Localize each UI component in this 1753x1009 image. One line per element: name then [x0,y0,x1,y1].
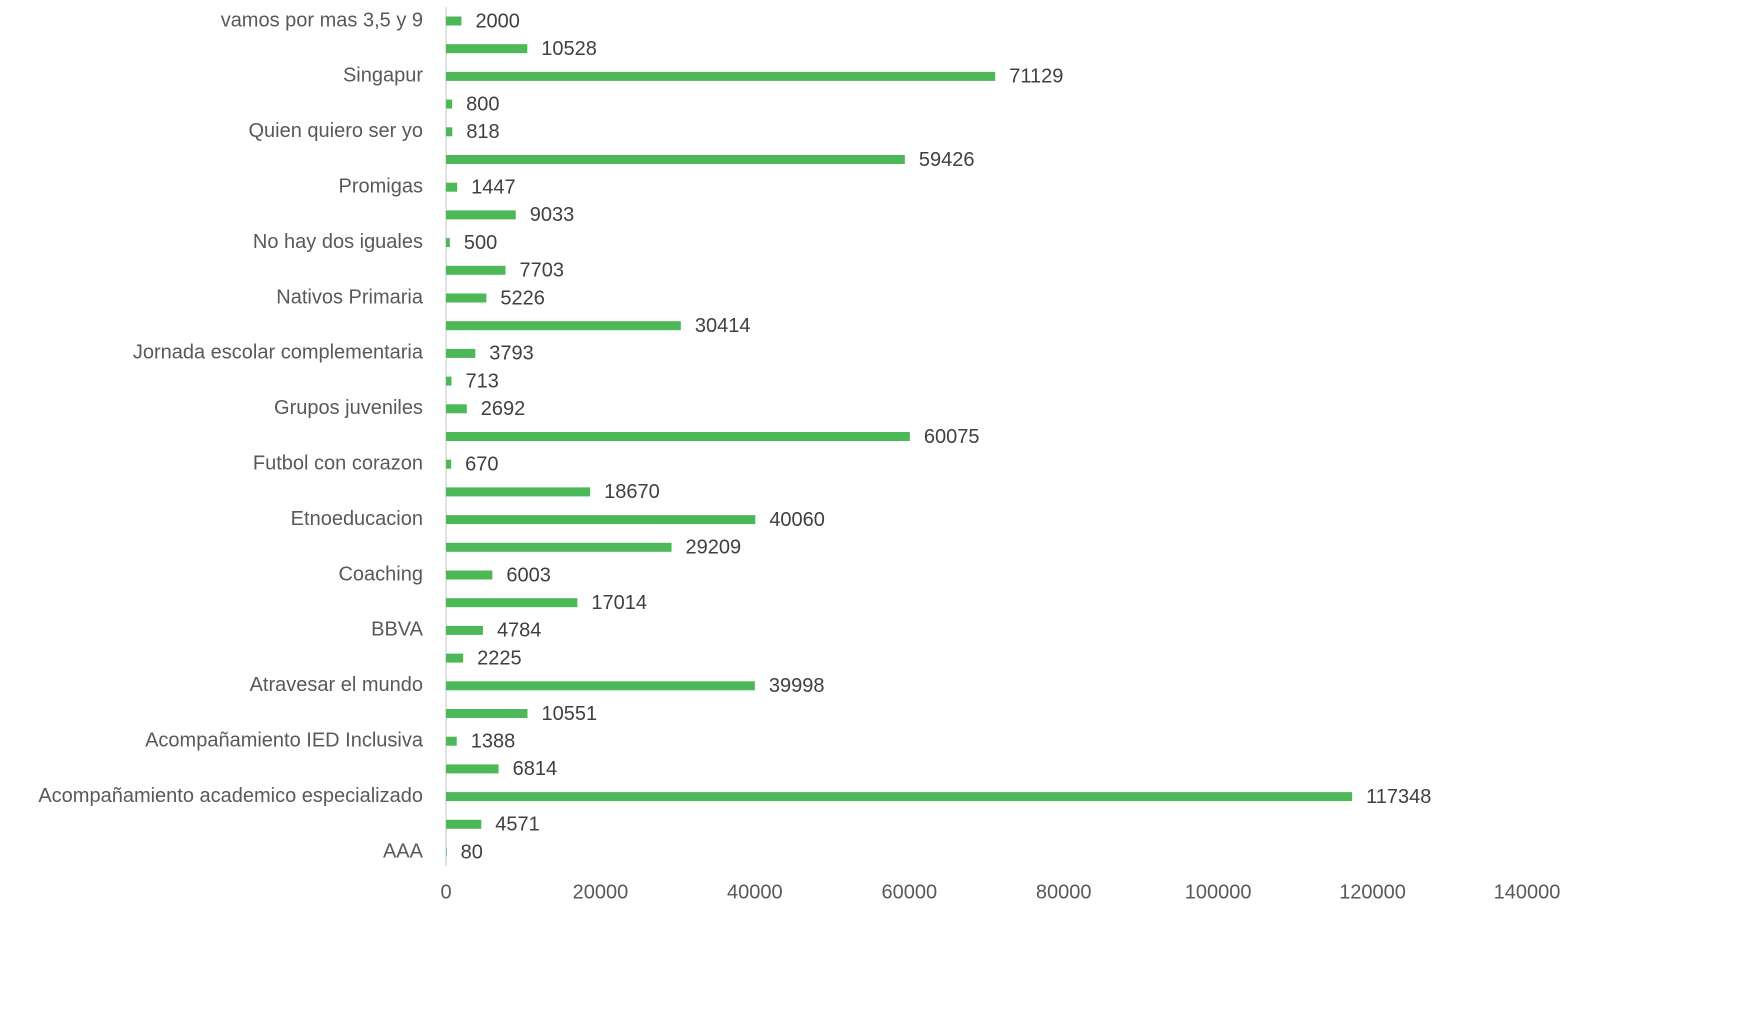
bar [446,792,1353,802]
bar [446,238,450,248]
data-label: 9033 [530,204,575,226]
data-label: 30414 [695,315,751,337]
data-label: 59426 [919,149,975,171]
data-label: 18670 [604,481,660,503]
bar [446,293,487,303]
data-label: 10551 [541,703,597,725]
x-tick-label: 100000 [1185,881,1252,903]
data-label: 60075 [924,426,980,448]
data-label: 6814 [513,758,558,780]
y-tick-label: Coaching [338,563,423,585]
x-tick-label: 140000 [1494,881,1561,903]
bar [446,182,458,192]
y-tick-label: Jornada escolar complementaria [133,342,424,364]
bar [446,348,476,358]
bar [446,44,528,54]
bar [446,404,467,414]
bar [446,681,755,691]
bar [446,155,905,164]
bar [446,598,578,608]
y-tick-label: Atravesar el mundo [250,674,423,696]
data-label: 800 [466,93,499,115]
data-label: 2225 [477,647,522,669]
y-tick-label: Etnoeducacion [291,508,423,530]
bar [446,515,756,525]
x-tick-label: 120000 [1339,881,1406,903]
y-tick-label: AAA [383,840,424,862]
x-tick-label: 40000 [727,881,783,903]
y-tick-label: Nativos Primaria [276,286,424,308]
data-label: 3793 [489,343,533,365]
bar [446,736,457,746]
bar [446,819,482,829]
bar [446,127,453,137]
y-tick-label: No hay dos iguales [253,231,423,253]
bar [446,542,672,552]
x-tick-label: 20000 [573,881,629,903]
y-tick-label: Acompañamiento academico especializado [38,785,423,807]
bar [446,265,506,275]
bar [446,432,910,441]
bar [446,570,493,580]
data-label: 2000 [475,10,520,32]
x-tick-label: 0 [440,881,451,903]
data-label: 39998 [769,675,825,697]
bar [446,847,447,857]
y-tick-label: Singapur [343,65,423,87]
data-label: 40060 [769,509,825,531]
y-tick-label: Quien quiero ser yo [248,120,423,142]
bar [446,487,591,497]
bar [446,459,452,469]
y-tick-label: vamos por mas 3,5 y 9 [221,9,423,31]
y-tick-label: Promigas [339,175,423,197]
data-label: 10528 [541,38,597,60]
data-label: 29209 [686,537,742,559]
bar [446,16,462,26]
data-label: 713 [466,370,499,392]
data-label: 17014 [591,592,647,614]
data-label: 4784 [497,620,542,642]
bar [446,99,453,109]
data-label: 5226 [500,287,545,309]
data-label: 670 [465,453,498,475]
data-label: 818 [466,121,499,143]
bar [446,210,516,220]
x-tick-label: 60000 [881,881,937,903]
y-tick-label: Grupos juveniles [274,397,423,419]
data-label: 2692 [481,398,526,420]
data-label: 4571 [495,814,540,836]
data-label: 1447 [471,176,516,198]
data-label: 80 [461,841,483,863]
y-tick-label: Futbol con corazon [253,452,423,474]
bar [446,71,996,81]
x-tick-label: 80000 [1036,881,1092,903]
y-tick-label: BBVA [371,619,424,641]
bar [446,764,499,774]
bar [446,625,483,635]
data-label: 71129 [1009,66,1063,88]
data-label: 6003 [506,564,551,586]
data-label: 7703 [519,260,564,282]
bar [446,376,452,386]
bar [446,321,681,331]
data-label: 500 [464,232,497,254]
data-label: 1388 [471,730,516,752]
bar [446,653,464,663]
data-label: 117348 [1366,786,1431,808]
bar [446,709,528,718]
y-tick-label: Acompañamiento IED Inclusiva [145,729,424,751]
